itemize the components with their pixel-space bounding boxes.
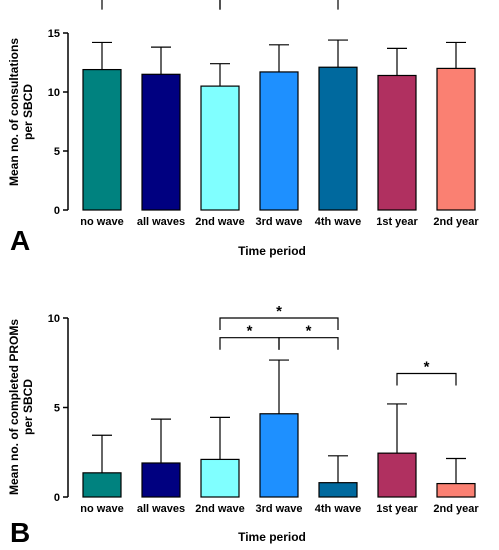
y-axis-label: Mean no. of consultationsper SBCD [7,38,35,186]
bar-all-waves [141,462,181,498]
significance-marker: * [306,323,312,340]
bar-4th-wave [318,66,358,211]
significance-marker: * [424,358,430,375]
x-tick-label: 2nd wave [195,216,245,228]
y-tick-label: 10 [48,87,60,99]
x-tick-label: all waves [137,503,185,515]
y-axis-label: Mean no. of completed PROMsper SBCD [7,319,35,495]
bar-2nd-wave [200,458,240,498]
y-axis-label-line: per SBCD [21,84,35,140]
significance-bracket [278,337,339,350]
x-tick-label: all waves [137,216,185,228]
x-axis-label: Time period [238,244,306,258]
y-axis-label-line: Mean no. of completed PROMs [7,319,21,495]
y-tick-label: 10 [48,313,60,325]
x-tick-label: 3rd wave [255,503,302,515]
y-tick-label: 15 [48,28,60,40]
significance-bracket [219,0,339,10]
x-tick-label: 1st year [376,216,418,228]
panel-label: A [10,225,30,256]
x-tick-label: 2nd wave [195,503,245,515]
bar-2nd-year [436,482,476,498]
bar-2nd-wave [200,85,240,211]
x-tick-label: 4th wave [315,503,361,515]
y-tick-label: 5 [54,146,60,158]
bar-3rd-wave [259,413,299,498]
significance-bracket [219,317,339,330]
x-tick-label: no wave [80,216,123,228]
y-tick-label: 0 [54,492,60,504]
bar-2nd-year [436,67,476,211]
bar-1st-year [377,452,417,498]
chart-panel-b: 0 5 10 no wave all waves 2nd wave 3rd wave 4th … [7,303,479,548]
x-tick-label: 3rd wave [255,216,302,228]
bar-4th-wave [318,482,358,498]
significance-marker: * [247,323,253,340]
y-axis-label-line: per SBCD [21,379,35,435]
x-tick-label: 1st year [376,503,418,515]
significance-bracket [101,0,221,10]
x-tick-label: 2nd year [433,216,479,228]
y-axis-label-line: Mean no. of consultations [7,38,21,186]
x-tick-label: 4th wave [315,216,361,228]
bar-1st-year [377,74,417,211]
x-tick-label: no wave [80,503,123,515]
significance-bracket [396,372,457,386]
chart-panel-a: 0 5 10 15 no wave all waves 2nd wave 3rd wave 4t… [7,0,479,258]
x-axis-label: Time period [238,530,306,544]
bar-no-wave [82,472,122,498]
y-tick-label: 5 [54,403,60,415]
bar-3rd-wave [259,71,299,211]
y-tick-label: 0 [54,205,60,217]
significance-marker: * [276,303,282,320]
bar-no-wave [82,68,122,211]
panel-label: B [10,517,30,548]
bar-all-waves [141,73,181,211]
x-tick-label: 2nd year [433,503,479,515]
